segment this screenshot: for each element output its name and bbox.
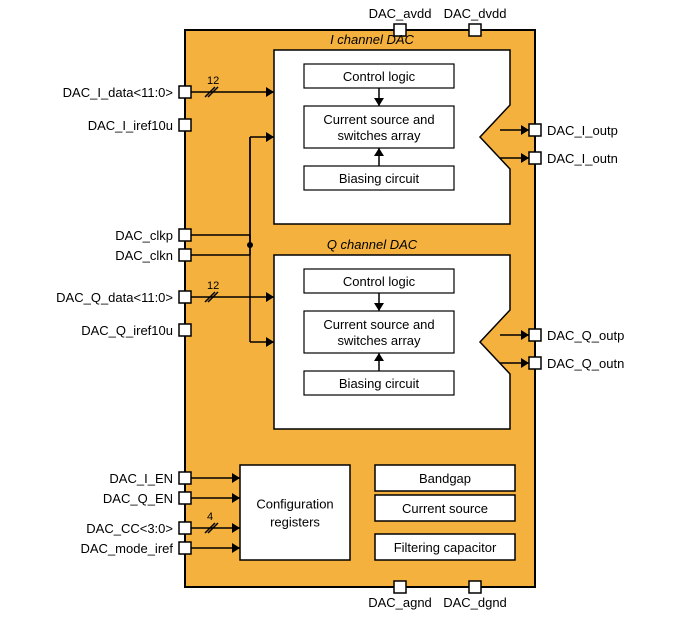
label-DAC_avdd: DAC_avdd bbox=[369, 6, 432, 21]
pin-DAC_dgnd bbox=[469, 581, 481, 593]
channel-title: I channel DAC bbox=[330, 32, 414, 47]
: 4 bbox=[207, 511, 213, 523]
pin-DAC_Q_outp bbox=[529, 329, 541, 341]
: 12 bbox=[207, 75, 219, 87]
: Biasing circuit bbox=[339, 171, 420, 186]
label-DAC_I_iref10u: DAC_I_iref10u bbox=[88, 118, 173, 133]
dac-block-diagram: DAC_avdd DAC_dvdd DAC_agnd DAC_dgnd DAC_I_da… bbox=[0, 0, 700, 619]
label-DAC_I_EN: DAC_I_EN bbox=[109, 471, 173, 486]
label-DAC_dvdd: DAC_dvdd bbox=[444, 6, 507, 21]
: Filtering capacitor bbox=[394, 540, 497, 555]
pin-DAC_clkn bbox=[179, 249, 191, 261]
: Biasing circuit bbox=[339, 376, 420, 391]
: switches array bbox=[337, 333, 421, 348]
pin-DAC_I_data bbox=[179, 86, 191, 98]
: switches array bbox=[337, 128, 421, 143]
pin-DAC_clkp bbox=[179, 229, 191, 241]
label-DAC_Q_outn: DAC_Q_outn bbox=[547, 356, 624, 371]
label-DAC_I_outn: DAC_I_outn bbox=[547, 151, 618, 166]
pin-DAC_I_outn bbox=[529, 152, 541, 164]
: 12 bbox=[207, 280, 219, 292]
label-DAC_agnd: DAC_agnd bbox=[368, 595, 432, 610]
pin-DAC_agnd bbox=[394, 581, 406, 593]
: Configuration bbox=[256, 497, 333, 512]
channel-title: Q channel DAC bbox=[327, 237, 418, 252]
label-DAC_Q_outp: DAC_Q_outp bbox=[547, 328, 624, 343]
pin-DAC_I_EN bbox=[179, 472, 191, 484]
pin-DAC_dvdd bbox=[469, 24, 481, 36]
pin-DAC_mode_iref bbox=[179, 542, 191, 554]
: Bandgap bbox=[419, 471, 471, 486]
label-DAC_Q_data: DAC_Q_data<11:0> bbox=[56, 290, 173, 305]
label-DAC_mode_iref: DAC_mode_iref bbox=[81, 541, 174, 556]
label-DAC_Q_EN: DAC_Q_EN bbox=[103, 491, 173, 506]
: Current source bbox=[402, 501, 488, 516]
config-registers bbox=[240, 465, 350, 560]
: Current source and bbox=[323, 112, 434, 127]
pin-DAC_Q_outn bbox=[529, 357, 541, 369]
label-DAC_Q_iref10u: DAC_Q_iref10u bbox=[81, 323, 173, 338]
label-DAC_I_data: DAC_I_data<11:0> bbox=[63, 85, 173, 100]
: Current source and bbox=[323, 317, 434, 332]
: Control logic bbox=[343, 274, 416, 289]
pin-DAC_Q_EN bbox=[179, 492, 191, 504]
label-DAC_dgnd: DAC_dgnd bbox=[443, 595, 507, 610]
pin-DAC_Q_data bbox=[179, 291, 191, 303]
pin-DAC_I_iref10u bbox=[179, 119, 191, 131]
label-DAC_CC: DAC_CC<3:0> bbox=[86, 521, 173, 536]
label-DAC_I_outp: DAC_I_outp bbox=[547, 123, 618, 138]
label-DAC_clkp: DAC_clkp bbox=[115, 228, 173, 243]
: Control logic bbox=[343, 69, 416, 84]
label-DAC_clkn: DAC_clkn bbox=[115, 248, 173, 263]
: registers bbox=[270, 515, 320, 530]
pin-DAC_CC bbox=[179, 522, 191, 534]
pin-DAC_Q_iref10u bbox=[179, 324, 191, 336]
pin-DAC_I_outp bbox=[529, 124, 541, 136]
